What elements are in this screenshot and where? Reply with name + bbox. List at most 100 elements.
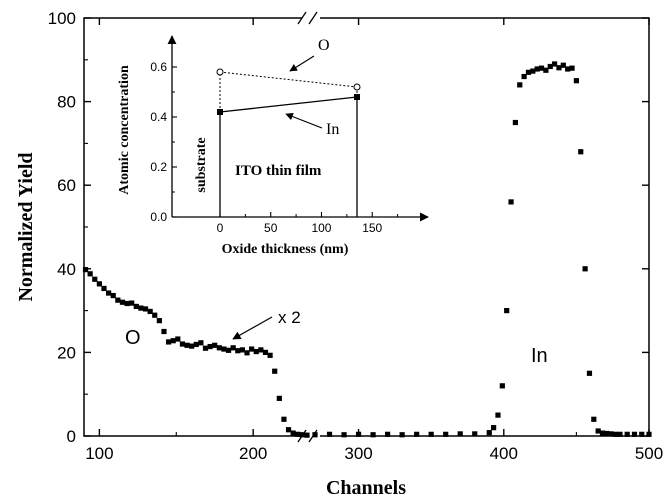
inset-x-axis-title: Oxide thickness (nm) (222, 242, 349, 257)
inset-y-tick-label: 0.2 (150, 160, 167, 174)
data-point-in (582, 266, 588, 272)
x-tick-label: 100 (85, 444, 113, 463)
y-tick-label: 60 (57, 176, 76, 195)
data-point-o (115, 297, 121, 303)
data-point-in (646, 431, 652, 437)
main-y-axis-title: Normalized Yield (15, 152, 37, 301)
data-point-o (267, 352, 273, 358)
data-point-in (312, 432, 318, 438)
data-point-o (239, 347, 246, 353)
data-point-o (170, 338, 176, 344)
data-point-in (414, 431, 420, 437)
data-point-in (556, 65, 562, 71)
data-point-o (212, 342, 218, 348)
data-point-in (499, 383, 505, 389)
data-point-in (521, 73, 527, 80)
data-point-in (543, 67, 549, 73)
data-point-o (230, 345, 236, 351)
x-tick-label: 200 (239, 444, 267, 463)
main-x-axis-title: Channels (326, 477, 406, 498)
data-point-o (244, 350, 250, 356)
inset-in-point (354, 94, 360, 100)
data-point-o (119, 299, 126, 305)
data-point-o (249, 346, 255, 352)
data-point-in (491, 425, 497, 431)
data-point-o (216, 345, 222, 351)
data-point-in (547, 63, 553, 70)
data-point-o (184, 342, 190, 348)
data-point-o (87, 271, 93, 277)
data-point-in (517, 82, 523, 88)
data-point-o (161, 328, 167, 335)
data-point-in (508, 199, 514, 205)
data-point-o (193, 341, 199, 348)
data-point-o (82, 267, 89, 273)
y-tick-label: 100 (48, 9, 76, 28)
inset-substrate-label: substrate (194, 137, 209, 192)
data-point-in (399, 432, 405, 438)
data-point-o (138, 305, 144, 311)
y-tick-label: 40 (57, 260, 76, 279)
data-point-in (443, 431, 449, 437)
x-tick-label: 400 (490, 444, 518, 463)
data-point-o (258, 347, 264, 353)
data-point-in (326, 431, 333, 437)
inset-o-line (219, 71, 358, 88)
data-point-o (198, 340, 204, 346)
data-point-o (106, 290, 112, 296)
data-point-in (631, 431, 638, 437)
data-point-in (552, 61, 558, 67)
data-point-in (608, 431, 614, 437)
data-point-in (530, 68, 536, 74)
data-point-o (295, 431, 301, 437)
inset-in-arrow (285, 112, 323, 129)
inset-in-label: In (326, 121, 339, 138)
data-point-o (235, 348, 241, 354)
data-point-in (538, 65, 545, 71)
data-point-o (147, 308, 153, 315)
inset-o-point (353, 83, 361, 91)
data-point-o (221, 346, 227, 352)
data-point-o (299, 432, 305, 438)
data-point-in (370, 432, 376, 438)
data-point-o (207, 343, 213, 350)
inset-x-tick-label: 50 (264, 221, 278, 235)
data-point-o (96, 281, 102, 287)
data-point-in (586, 370, 593, 376)
data-point-o (92, 276, 98, 282)
inset-in-point (217, 109, 223, 115)
data-point-in (355, 431, 362, 437)
inset-o-point (216, 68, 224, 76)
data-point-in (341, 432, 347, 438)
x-tick-label: 500 (635, 444, 663, 463)
data-point-in (595, 428, 601, 434)
data-point-in (613, 431, 619, 437)
data-point-o (304, 432, 310, 438)
data-point-in (512, 119, 518, 126)
data-point-o (285, 427, 292, 433)
data-point-o (129, 300, 135, 306)
x-tick-label: 300 (344, 444, 372, 463)
data-point-o (202, 345, 209, 351)
multiplier-arrow (232, 316, 273, 340)
data-point-in (569, 65, 575, 71)
inset-y-tick-label: 0.6 (150, 60, 167, 74)
data-point-o (179, 341, 186, 347)
inset-o-label: O (318, 37, 330, 54)
data-point-o (110, 292, 116, 299)
data-point-in (573, 78, 579, 84)
inset-x-tick-label: 0 (217, 221, 224, 235)
data-point-o (272, 368, 278, 374)
data-point-in (624, 431, 630, 437)
data-point-in (385, 431, 391, 437)
data-point-in (599, 430, 606, 436)
main-data-points (82, 61, 652, 438)
inset-title: ITO thin film (235, 163, 322, 179)
data-point-in (486, 430, 492, 436)
data-point-in (534, 66, 540, 72)
data-point-o (156, 318, 162, 324)
data-point-o (281, 416, 287, 422)
top-axis-break (297, 11, 320, 25)
